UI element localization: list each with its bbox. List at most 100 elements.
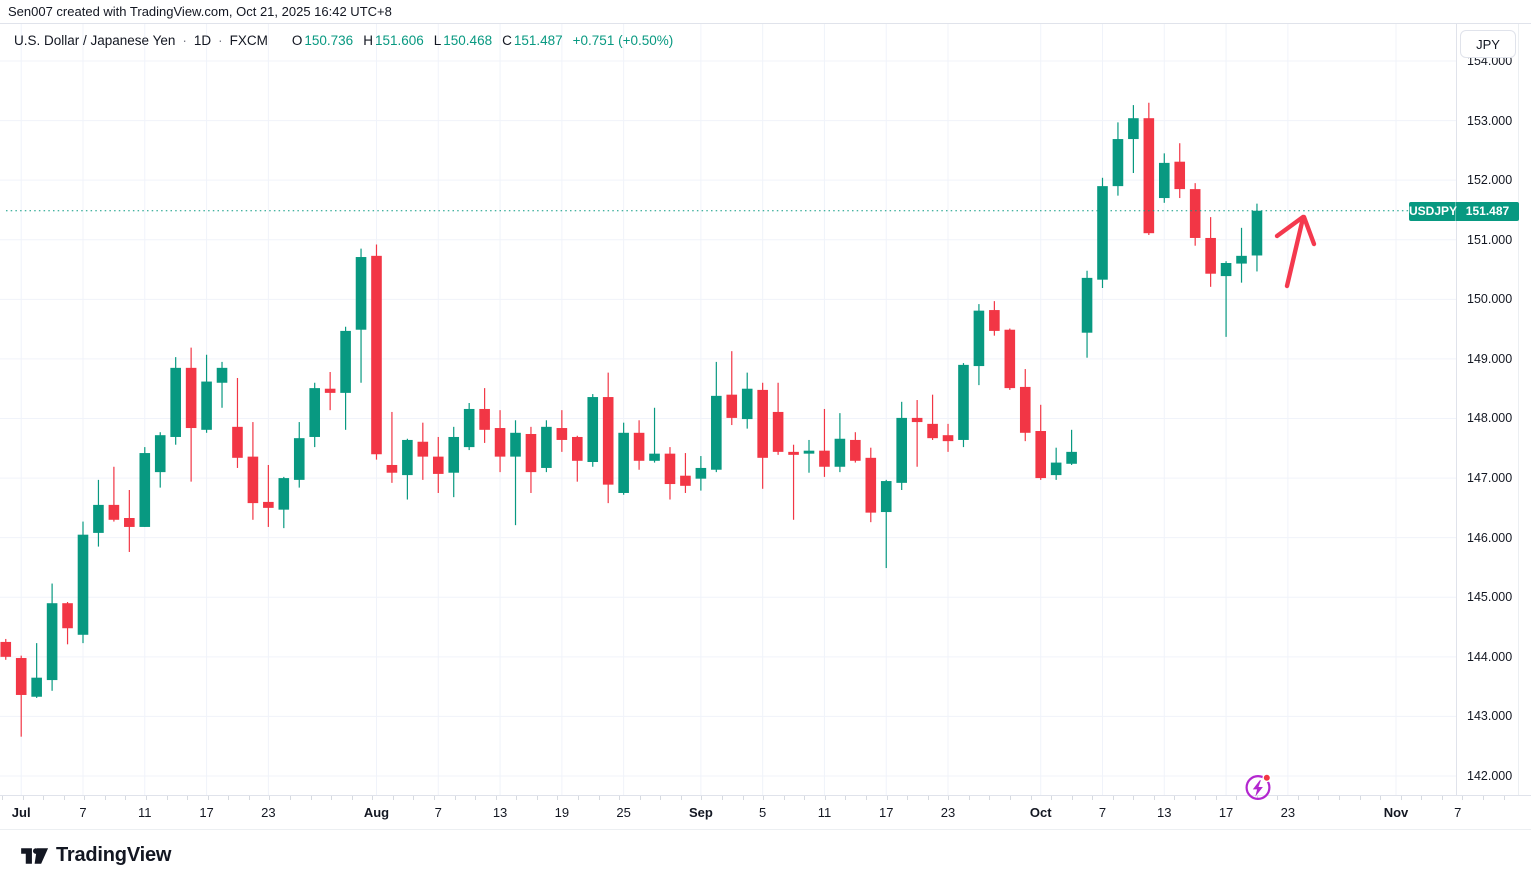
time-scale-minor-tick [989,796,991,800]
candle [463,403,475,451]
candle [124,489,135,552]
time-scale-minor-tick [1297,796,1299,800]
arrow-up-annotation[interactable] [1274,214,1317,289]
x-axis-label: 25 [616,805,631,820]
candle [278,476,290,529]
x-axis-label: 7 [1454,805,1462,820]
time-scale-minor-tick [63,796,65,800]
open-value: 150.736 [304,33,354,48]
time-scale-minor-tick [660,796,662,800]
time-scale-minor-tick [475,796,477,800]
x-axis-label: 23 [1280,805,1296,820]
timeframe-label[interactable]: 1D [193,33,212,48]
x-axis-label: 11 [817,805,832,820]
time-scale-minor-tick [413,796,415,800]
time-scale-minor-tick [84,796,86,800]
low-label: L [433,33,442,48]
candle [510,420,521,526]
x-axis-label: 17 [879,805,894,820]
time-scale-minor-tick [1483,796,1485,800]
time-scale-minor-tick [639,796,641,800]
time-scale-minor-tick [1051,796,1053,800]
candle [803,439,815,473]
candle [911,400,923,467]
candle [618,422,629,495]
y-axis-label: 146.000 [1467,530,1513,545]
time-scale-minor-tick [1071,796,1073,800]
time-scale-minor-tick [289,796,291,800]
time-scale-minor-tick [269,796,271,800]
x-axis-label: Aug [363,805,390,820]
time-scale-minor-tick [351,796,353,800]
candle [587,394,599,467]
close-value: 151.487 [513,33,563,48]
candle [880,479,892,569]
time-scale-minor-tick [1339,796,1341,800]
candle [293,422,305,488]
candle [680,453,691,493]
candle [479,388,490,443]
candle [649,407,660,463]
last-price-badge: USDJPY 151.487 [1409,202,1519,221]
tradingview-wordmark: TradingView [56,844,172,866]
candle [571,435,583,482]
low-value: 150.468 [443,33,493,48]
symbol-title[interactable]: U.S. Dollar / Japanese Yen [14,33,176,48]
candle [973,304,985,386]
tradingview-logo[interactable]: TradingView [21,844,171,867]
currency-toggle-button[interactable]: JPY [1460,30,1516,58]
time-scale-minor-tick [721,796,723,800]
x-axis-label: 17 [199,805,214,820]
candle [1189,183,1201,246]
time-scale-minor-tick [228,796,230,800]
time-scale-minor-tick [1400,796,1402,800]
time-scale[interactable]: Jul 7 11 17 23 Aug 7 13 19 25 Sep 5 11 17 23 Oct 7 13 17 23… [0,795,1531,830]
time-scale-minor-tick [968,796,970,800]
time-scale-minor-tick [1112,796,1114,800]
x-axis-label: 23 [261,805,276,820]
time-scale-minor-tick [516,796,518,800]
time-scale-minor-tick [1503,796,1505,800]
candle [232,377,243,468]
y-axis-label: 150.000 [1467,292,1513,307]
price-scale[interactable]: JPY 154.000 153.000 152.000 151.000 150.000 1… [1456,24,1531,795]
time-scale-minor-tick [248,796,250,800]
time-scale-minor-tick [331,796,333,800]
candle [309,382,320,448]
lightning-icon[interactable] [1242,771,1275,804]
candle [93,479,104,547]
candle [741,372,753,429]
time-scale-minor-tick [2,796,3,800]
candle [77,521,89,644]
time-scale-minor-tick [187,796,189,800]
time-scale-minor-tick [577,796,579,800]
legend-separator: · [218,33,223,48]
badge-symbol: USDJPY [1409,202,1457,221]
candle [1097,177,1108,289]
time-scale-minor-tick [1277,796,1279,800]
time-scale-minor-tick [1195,796,1197,800]
price-change: +0.751 (+0.50%) [572,33,674,48]
time-scale-minor-tick [865,796,867,800]
x-axis-label: 13 [492,805,508,820]
time-scale-minor-tick [886,796,888,800]
time-scale-minor-tick [166,796,168,800]
time-scale-minor-tick [1174,796,1176,800]
chart-canvas[interactable] [0,24,1456,795]
time-scale-minor-tick [1030,796,1032,800]
x-axis-label: 19 [554,805,570,820]
symbol-legend: U.S. Dollar / Japanese Yen · 1D · FXCM O… [14,33,673,48]
candle [927,394,938,440]
time-scale-minor-tick [207,796,209,800]
time-scale-minor-tick [948,796,950,800]
candle [942,423,954,452]
attribution-text: Sen007 created with TradingView.com, Oct… [0,0,1531,24]
candle [402,438,413,500]
candle [432,436,444,493]
x-axis-label: 23 [940,805,956,820]
candle [757,382,768,489]
candle [788,444,799,520]
candle [1004,328,1016,390]
x-axis-label: 11 [138,805,152,820]
time-scale-minor-tick [763,796,765,800]
